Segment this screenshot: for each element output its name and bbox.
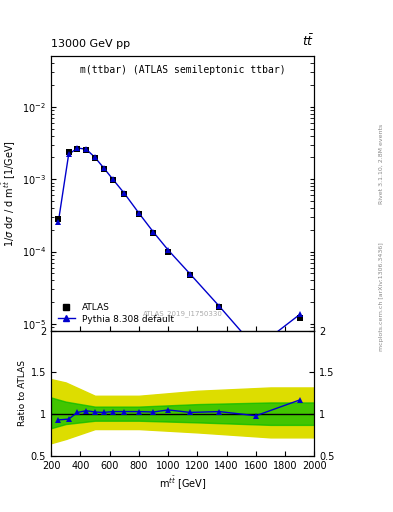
Text: mcplots.cern.ch [arXiv:1306.3436]: mcplots.cern.ch [arXiv:1306.3436] bbox=[379, 243, 384, 351]
Y-axis label: Ratio to ATLAS: Ratio to ATLAS bbox=[18, 360, 27, 426]
Text: Rivet 3.1.10, 2.8M events: Rivet 3.1.10, 2.8M events bbox=[379, 124, 384, 204]
Text: m(ttbar) (ATLAS semileptonic ttbar): m(ttbar) (ATLAS semileptonic ttbar) bbox=[80, 65, 286, 75]
Y-axis label: 1/$\sigma$ d$\sigma$ / d m$^{t\bar{t}}$ [1/GeV]: 1/$\sigma$ d$\sigma$ / d m$^{t\bar{t}}$ … bbox=[1, 140, 18, 247]
Text: 13000 GeV pp: 13000 GeV pp bbox=[51, 38, 130, 49]
X-axis label: m$^{t\bar{t}}$ [GeV]: m$^{t\bar{t}}$ [GeV] bbox=[159, 475, 206, 492]
Text: ATLAS_2019_I1750330: ATLAS_2019_I1750330 bbox=[143, 310, 223, 317]
Text: $t\bar{t}$: $t\bar{t}$ bbox=[302, 33, 314, 49]
Legend: ATLAS, Pythia 8.308 default: ATLAS, Pythia 8.308 default bbox=[55, 300, 176, 326]
